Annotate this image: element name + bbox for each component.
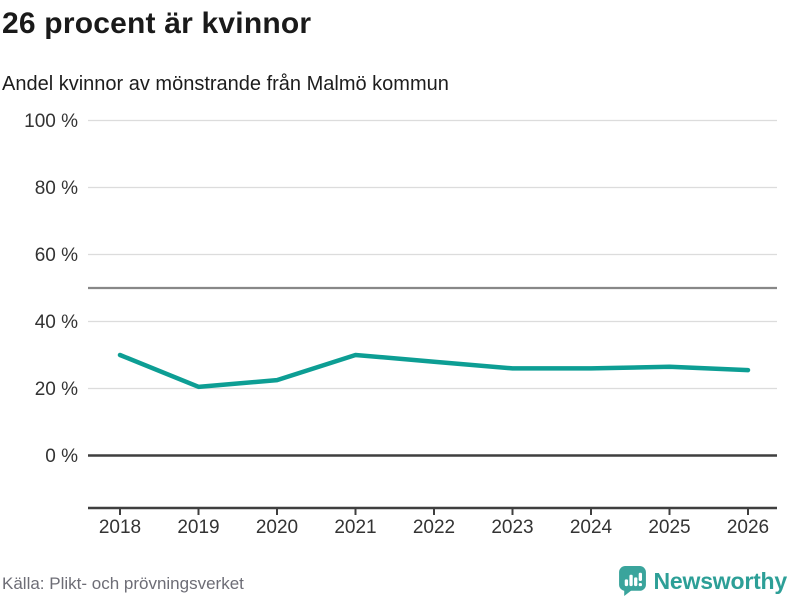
x-tick-label: 2026 bbox=[727, 517, 769, 538]
x-tick-label: 2020 bbox=[256, 517, 298, 538]
y-tick-label: 20 % bbox=[35, 379, 78, 400]
x-tick-label: 2025 bbox=[648, 517, 690, 538]
brand-name: Newsworthy bbox=[653, 567, 788, 594]
chart-title: 26 procent är kvinnor bbox=[2, 7, 312, 40]
source-note: Källa: Plikt- och prövningsverket bbox=[2, 574, 244, 593]
chart-subtitle: Andel kvinnor av mönstrande från Malmö k… bbox=[2, 73, 449, 95]
y-tick-label: 40 % bbox=[35, 312, 78, 333]
data-line bbox=[117, 352, 751, 390]
x-tick-label: 2018 bbox=[99, 517, 141, 538]
x-tick-label: 2024 bbox=[570, 517, 613, 538]
y-tick-label: 60 % bbox=[35, 245, 78, 266]
x-tick-label: 2023 bbox=[491, 517, 533, 538]
footer: Källa: Plikt- och prövningsverket Newswo… bbox=[0, 562, 800, 600]
x-tick-label: 2021 bbox=[334, 517, 376, 538]
y-tick-label: 100 % bbox=[24, 111, 78, 132]
line-chart: 0 % 20 % 40 % 60 % 80 % 100 % 2018 2019 2020 2021… bbox=[24, 111, 777, 538]
x-tick-label: 2022 bbox=[413, 517, 455, 538]
newsworthy-logo: Newsworthy bbox=[618, 564, 788, 598]
x-tick-label: 2019 bbox=[177, 517, 219, 538]
y-tick-label: 0 % bbox=[45, 446, 78, 467]
newsworthy-chart-bubble-icon bbox=[618, 565, 646, 596]
y-tick-label: 80 % bbox=[35, 178, 78, 199]
